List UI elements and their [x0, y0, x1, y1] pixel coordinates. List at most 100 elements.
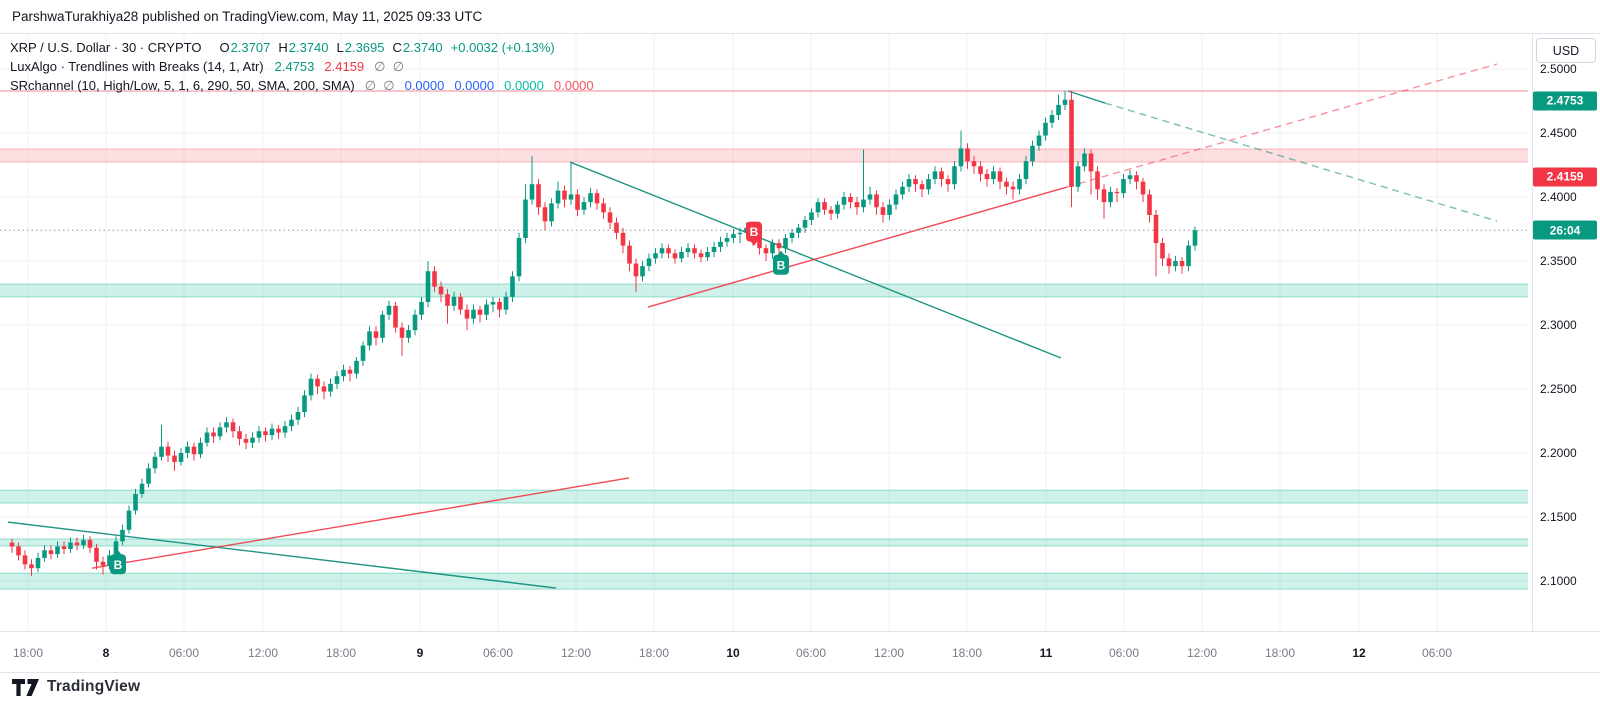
candle-body — [893, 194, 899, 205]
trendline-uptrend-main — [647, 186, 1068, 308]
candle-body — [809, 212, 814, 221]
candle-body — [549, 203, 554, 222]
close-label: C — [392, 40, 402, 55]
candle-body — [711, 246, 717, 253]
candle-body — [48, 550, 54, 555]
tradingview-logo[interactable]: TradingView — [12, 678, 140, 696]
candle-body — [295, 412, 301, 420]
candle-body — [367, 331, 372, 346]
candle-body — [1186, 245, 1191, 267]
candle-body — [776, 243, 782, 249]
candle-body — [243, 438, 249, 443]
candle-body — [445, 294, 450, 306]
price-axis-badge-luxalgo-lower: 2.4159 — [1533, 167, 1597, 187]
price-axis-divider — [1532, 33, 1533, 631]
candle-body — [354, 360, 359, 374]
candle-body — [334, 376, 340, 384]
candle-body — [1153, 214, 1159, 244]
symbol-title: XRP / U.S. Dollar · 30 · CRYPTO — [10, 40, 202, 55]
candle-body — [497, 301, 502, 310]
time-tick-label: 18:00 — [325, 646, 357, 660]
price-tick-label: 2.3500 — [1540, 254, 1577, 268]
candle-body — [360, 345, 366, 361]
candle-body — [1017, 179, 1022, 190]
indicator-legend-luxalgo[interactable]: LuxAlgo · Trendlines with Breaks (14, 1,… — [10, 57, 594, 76]
candle-body — [757, 237, 762, 249]
candle-body — [87, 540, 93, 548]
candle-body — [159, 446, 164, 457]
candle-body — [484, 304, 489, 315]
candle-body — [1010, 186, 1016, 190]
candle-body — [971, 161, 977, 167]
currency-unit-button[interactable]: USD — [1536, 38, 1596, 63]
time-tick-label: 12:00 — [247, 646, 279, 660]
candle-body — [172, 455, 177, 462]
candle-body — [1108, 191, 1113, 203]
candle-body — [932, 171, 938, 180]
price-tick-label: 2.4000 — [1540, 190, 1577, 204]
candle-body — [1179, 261, 1185, 267]
candle-body — [861, 199, 866, 208]
support-zone-mid — [0, 284, 1528, 297]
candle-body — [74, 542, 80, 546]
chart-legend: XRP / U.S. Dollar · 30 · CRYPTO O 2.3707 … — [10, 38, 594, 95]
candle-body — [217, 427, 223, 437]
trendline-downtrend-mid — [569, 161, 1062, 359]
chart-top-border — [0, 33, 1600, 34]
symbol-legend-row[interactable]: XRP / U.S. Dollar · 30 · CRYPTO O 2.3707 … — [10, 38, 594, 57]
candle-body — [815, 202, 821, 213]
tradingview-mark-icon — [12, 678, 39, 696]
time-tick-label: 18:00 — [638, 646, 670, 660]
price-axis[interactable]: 2.5000 2.4500 2.4000 2.3500 2.3000 2.2500 2.20… — [1532, 33, 1600, 672]
candle-body — [783, 237, 788, 249]
candle-body — [120, 529, 125, 542]
candle-body — [724, 237, 730, 242]
luxalgo-name: LuxAlgo · Trendlines with Breaks (14, 1,… — [10, 59, 264, 74]
close-value: 2.3740 — [402, 40, 443, 55]
resistance-zone — [0, 149, 1528, 163]
candle-body — [230, 422, 236, 432]
indicator-legend-srchannel[interactable]: SRchannel (10, High/Low, 5, 1, 6, 290, 5… — [10, 76, 594, 95]
time-tick-label: 12:00 — [873, 646, 905, 660]
candle-body — [854, 202, 860, 208]
published-byline: ParshwaTurakhiya28 published on TradingV… — [12, 9, 483, 24]
candle-body — [991, 171, 996, 180]
time-tick-label: 06:00 — [1108, 646, 1140, 660]
candle-body — [874, 194, 879, 208]
candle-body — [1049, 115, 1055, 123]
trendline-broken-downtrend-left — [7, 521, 557, 589]
low-label: L — [336, 40, 344, 55]
time-tick-label: 12:00 — [1186, 646, 1218, 660]
break-marker-label: B — [750, 225, 759, 239]
candle-body — [107, 555, 112, 566]
candle-body — [308, 378, 314, 396]
candle-body — [926, 179, 931, 190]
candle-body — [146, 468, 151, 484]
candle-body — [1166, 258, 1172, 267]
break-marker — [773, 254, 789, 275]
candle-body — [165, 446, 171, 456]
luxalgo-upper-value: 2.4753 — [274, 59, 315, 74]
time-tick-day-label: 10 — [726, 646, 740, 660]
time-tick-label: 18:00 — [12, 646, 44, 660]
time-axis[interactable]: 18:00 8 06:00 12:00 18:00 9 06:00 12:00 18:00 10 0… — [0, 632, 1530, 672]
price-tick-label: 2.4500 — [1540, 126, 1577, 140]
candle-body — [510, 276, 515, 297]
candle-body — [588, 193, 593, 203]
price-tick-label: 2.2500 — [1540, 382, 1577, 396]
srchannel-value-2: 0.0000 — [454, 78, 495, 93]
candle-body — [432, 271, 437, 287]
srchannel-value-3: 0.0000 — [504, 78, 544, 93]
candle-body — [224, 422, 229, 428]
break-marker-label: B — [114, 558, 123, 572]
candle-body — [913, 179, 918, 185]
support-zone-low-2 — [0, 539, 1528, 547]
candle-body — [997, 171, 1003, 182]
candle-body — [1114, 191, 1120, 194]
candle-body — [412, 314, 418, 331]
candle-body — [1173, 261, 1178, 267]
candle-body — [1101, 189, 1107, 203]
candle-body — [900, 186, 905, 195]
candle-body — [1140, 181, 1146, 195]
